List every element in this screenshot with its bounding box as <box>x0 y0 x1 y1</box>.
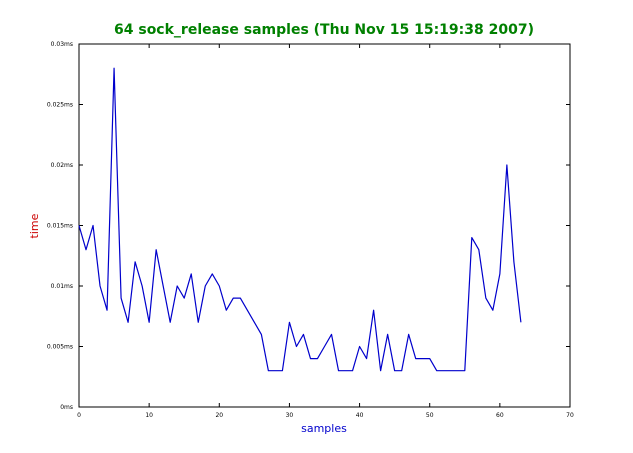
x-tick-label: 50 <box>426 412 434 419</box>
series-line <box>78 67 522 372</box>
x-tick-label: 0 <box>77 412 81 419</box>
y-tick-label: 0.025ms <box>47 102 73 109</box>
x-tick-label: 10 <box>145 412 153 419</box>
y-tick-label: 0.03ms <box>51 41 73 48</box>
x-tick-label: 30 <box>286 412 294 419</box>
series-layer <box>78 67 522 372</box>
y-tick-label: 0.01ms <box>51 283 73 290</box>
y-tick-label: 0.005ms <box>47 344 73 351</box>
x-tick-label: 70 <box>566 412 574 419</box>
y-tick-label: 0ms <box>60 404 73 411</box>
chart-title: 64 sock_release samples (Thu Nov 15 15:1… <box>114 22 534 38</box>
x-tick-label: 60 <box>496 412 504 419</box>
x-axis-label: samples <box>301 422 347 435</box>
axis-ticks <box>78 43 571 408</box>
x-tick-label: 40 <box>356 412 364 419</box>
y-axis-label: time <box>28 213 41 238</box>
y-tick-label: 0.02ms <box>51 162 73 169</box>
axis-tick-labels: 0 10 20 30 40 50 60 70 0ms 0.005ms 0.01ms 0.015ms 0.… <box>47 41 574 419</box>
plot-frame <box>78 43 571 408</box>
x-tick-label: 20 <box>215 412 223 419</box>
y-tick-label: 0.015ms <box>47 223 73 230</box>
